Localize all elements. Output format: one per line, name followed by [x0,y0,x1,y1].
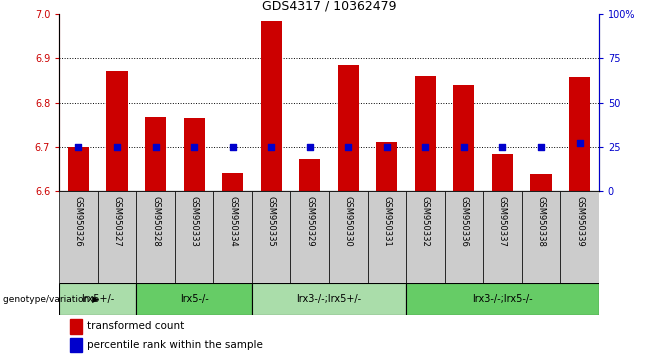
Text: transformed count: transformed count [88,321,184,331]
Bar [213,191,252,283]
Bar [107,71,128,191]
Bar [368,191,406,283]
Bar [98,191,136,283]
Point [497,144,508,150]
Text: GSM950330: GSM950330 [343,196,353,246]
Text: GSM950334: GSM950334 [228,196,237,246]
Text: genotype/variation ▶: genotype/variation ▶ [3,295,99,304]
Bar [338,65,359,191]
Text: lrx5+/-: lrx5+/- [81,294,114,304]
Bar [261,21,282,191]
Text: GSM950333: GSM950333 [190,196,199,247]
Text: GSM950338: GSM950338 [536,196,545,247]
Text: GSM950327: GSM950327 [113,196,122,246]
Bar [569,77,590,191]
Point [305,144,315,150]
Point [150,144,161,150]
Text: percentile rank within the sample: percentile rank within the sample [88,340,263,350]
Bar [70,319,82,334]
Text: GSM950332: GSM950332 [421,196,430,246]
Bar [290,191,329,283]
Text: lrx3-/-;lrx5-/-: lrx3-/-;lrx5-/- [472,294,533,304]
Bar [530,174,551,191]
Bar [522,191,560,283]
Bar [252,191,290,283]
Bar [299,159,320,191]
Bar [59,283,136,315]
Point [536,144,546,150]
Bar [415,76,436,191]
Bar [175,191,213,283]
Point [228,144,238,150]
Point [189,144,199,150]
Bar [59,191,98,283]
Bar [136,191,175,283]
Bar [560,191,599,283]
Point [574,141,585,146]
Text: GSM950328: GSM950328 [151,196,160,246]
Bar [445,191,483,283]
Point [266,144,276,150]
Text: GSM950329: GSM950329 [305,196,315,246]
Point [112,144,122,150]
Bar [222,173,243,191]
Bar [483,191,522,283]
Text: lrx3-/-;lrx5+/-: lrx3-/-;lrx5+/- [297,294,361,304]
Bar [453,85,474,191]
Bar [406,191,445,283]
Text: GSM950331: GSM950331 [382,196,392,246]
Bar [70,338,82,352]
Bar [329,191,368,283]
Point [459,144,469,150]
Bar [492,154,513,191]
Text: GSM950339: GSM950339 [575,196,584,246]
Point [382,144,392,150]
Text: GSM950337: GSM950337 [498,196,507,247]
Text: GSM950326: GSM950326 [74,196,83,246]
Bar [136,283,252,315]
Text: GSM950335: GSM950335 [266,196,276,246]
Bar [406,283,599,315]
Bar [376,142,397,191]
Text: lrx5-/-: lrx5-/- [180,294,209,304]
Bar [145,117,166,191]
Title: GDS4317 / 10362479: GDS4317 / 10362479 [262,0,396,13]
Point [73,144,84,150]
Point [343,144,353,150]
Bar [68,147,89,191]
Bar [252,283,406,315]
Point [420,144,430,150]
Text: GSM950336: GSM950336 [459,196,468,247]
Bar [184,118,205,191]
